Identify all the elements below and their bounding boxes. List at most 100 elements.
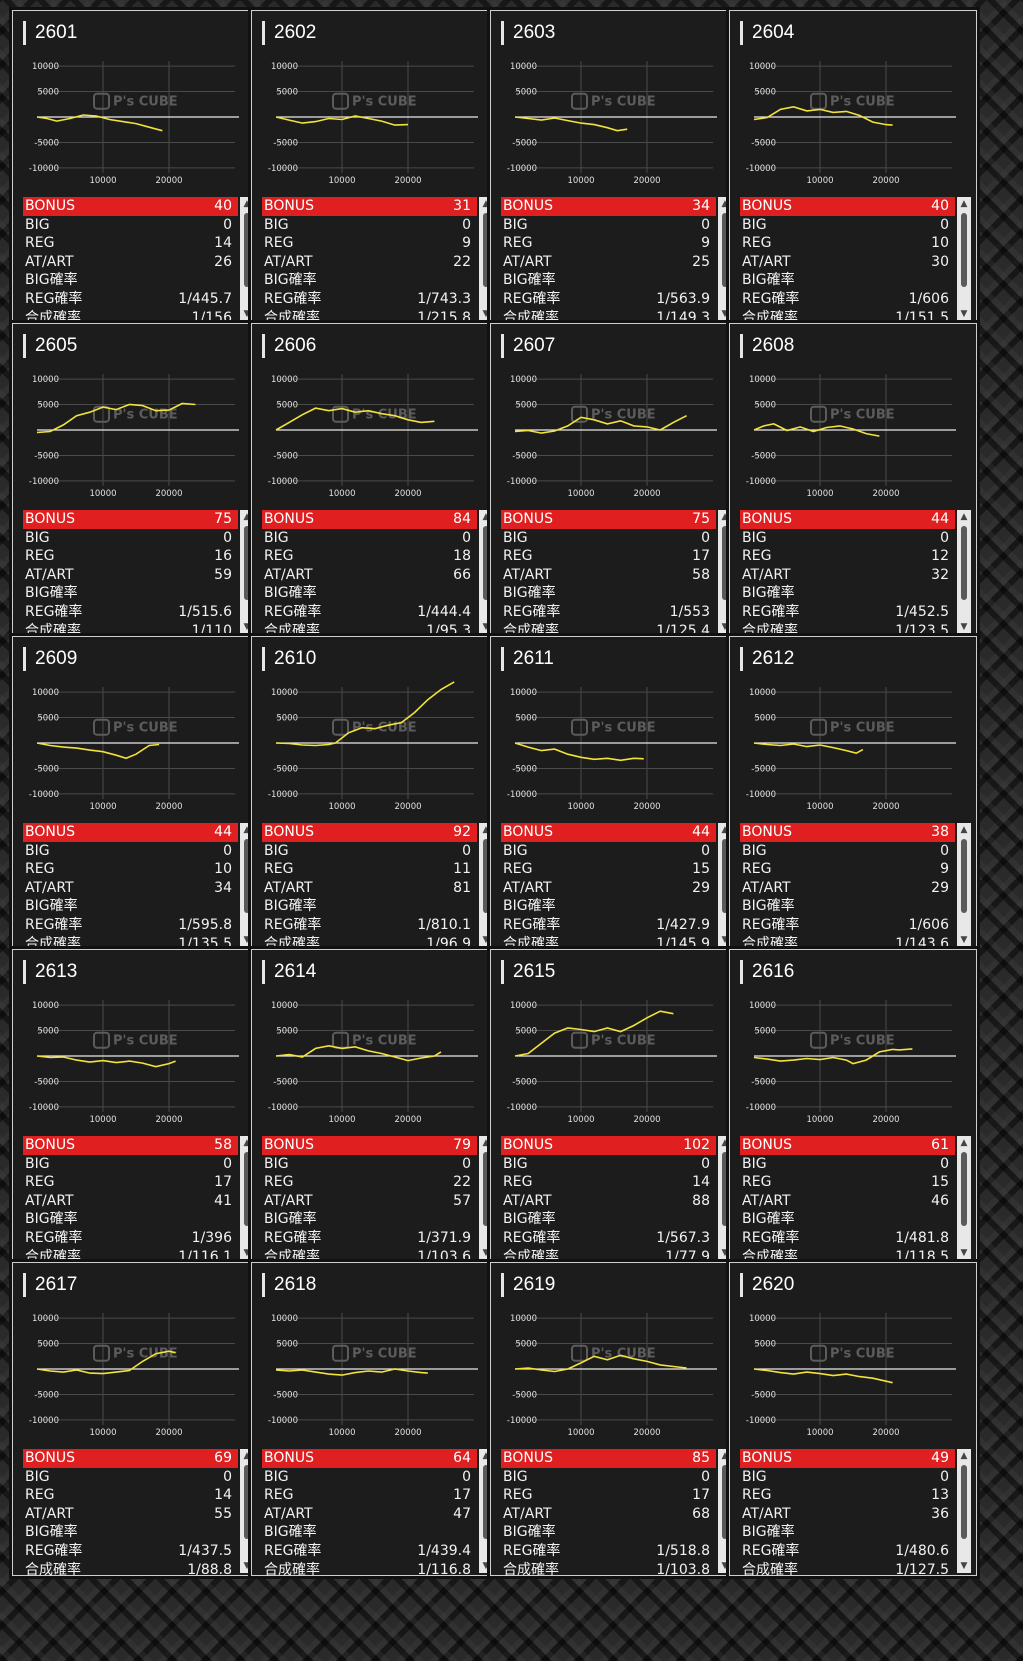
machine-card[interactable]: 2620 P's CUBE 10000 5000 -5000 -10000 10000 200… [726, 1259, 980, 1579]
machine-number[interactable]: 2607 [501, 334, 555, 358]
stats-scrollbar[interactable]: ▲ ▼ [240, 197, 254, 321]
machine-number[interactable]: 2613 [23, 960, 77, 984]
machine-card[interactable]: 2604 P's CUBE 10000 5000 -5000 -10000 10000 200… [726, 7, 980, 327]
scroll-down-icon[interactable]: ▼ [960, 1561, 968, 1571]
scroll-up-icon[interactable]: ▲ [960, 1451, 968, 1461]
scroll-up-icon[interactable]: ▲ [721, 199, 729, 209]
machine-card[interactable]: 2607 P's CUBE 10000 5000 -5000 -10000 10000 200… [487, 320, 741, 640]
stats-scrollbar[interactable]: ▲ ▼ [718, 197, 732, 321]
scroll-thumb[interactable] [244, 839, 250, 913]
stats-scrollbar[interactable]: ▲ ▼ [479, 1136, 493, 1260]
machine-number[interactable]: 2603 [501, 21, 555, 45]
machine-number[interactable]: 2608 [740, 334, 794, 358]
stats-scrollbar[interactable]: ▲ ▼ [957, 510, 971, 634]
scroll-down-icon[interactable]: ▼ [243, 309, 251, 319]
machine-number[interactable]: 2612 [740, 647, 794, 671]
scroll-up-icon[interactable]: ▲ [721, 825, 729, 835]
scroll-down-icon[interactable]: ▼ [721, 1561, 729, 1571]
scroll-down-icon[interactable]: ▼ [960, 622, 968, 632]
scroll-up-icon[interactable]: ▲ [960, 1138, 968, 1148]
machine-card[interactable]: 2610 P's CUBE 10000 5000 -5000 -10000 10000 200… [248, 633, 502, 953]
scroll-up-icon[interactable]: ▲ [721, 512, 729, 522]
machine-number[interactable]: 2602 [262, 21, 316, 45]
scroll-up-icon[interactable]: ▲ [960, 825, 968, 835]
scroll-up-icon[interactable]: ▲ [243, 1451, 251, 1461]
scroll-thumb[interactable] [722, 213, 728, 287]
scroll-thumb[interactable] [244, 1465, 250, 1539]
scroll-down-icon[interactable]: ▼ [243, 1248, 251, 1258]
machine-number[interactable]: 2614 [262, 960, 316, 984]
machine-number[interactable]: 2606 [262, 334, 316, 358]
scroll-up-icon[interactable]: ▲ [243, 1138, 251, 1148]
stats-scrollbar[interactable]: ▲ ▼ [718, 1449, 732, 1573]
stats-scrollbar[interactable]: ▲ ▼ [718, 823, 732, 947]
scroll-up-icon[interactable]: ▲ [243, 825, 251, 835]
scroll-thumb[interactable] [961, 1465, 967, 1539]
machine-card[interactable]: 2615 P's CUBE 10000 5000 -5000 -10000 10000 200… [487, 946, 741, 1266]
scroll-down-icon[interactable]: ▼ [482, 309, 490, 319]
machine-card[interactable]: 2601 P's CUBE 10000 5000 -5000 -10000 10000 200… [9, 7, 263, 327]
machine-number[interactable]: 2618 [262, 1273, 316, 1297]
scroll-up-icon[interactable]: ▲ [721, 1138, 729, 1148]
machine-card[interactable]: 2611 P's CUBE 10000 5000 -5000 -10000 10000 200… [487, 633, 741, 953]
machine-number[interactable]: 2620 [740, 1273, 794, 1297]
scroll-up-icon[interactable]: ▲ [482, 825, 490, 835]
machine-card[interactable]: 2616 P's CUBE 10000 5000 -5000 -10000 10000 200… [726, 946, 980, 1266]
machine-card[interactable]: 2606 P's CUBE 10000 5000 -5000 -10000 10000 200… [248, 320, 502, 640]
scroll-up-icon[interactable]: ▲ [482, 512, 490, 522]
scroll-down-icon[interactable]: ▼ [243, 935, 251, 945]
machine-number[interactable]: 2605 [23, 334, 77, 358]
scroll-down-icon[interactable]: ▼ [721, 622, 729, 632]
scroll-up-icon[interactable]: ▲ [482, 199, 490, 209]
stats-scrollbar[interactable]: ▲ ▼ [240, 823, 254, 947]
stats-scrollbar[interactable]: ▲ ▼ [718, 1136, 732, 1260]
scroll-thumb[interactable] [961, 213, 967, 287]
scroll-down-icon[interactable]: ▼ [243, 622, 251, 632]
machine-number[interactable]: 2604 [740, 21, 794, 45]
scroll-up-icon[interactable]: ▲ [243, 512, 251, 522]
machine-card[interactable]: 2603 P's CUBE 10000 5000 -5000 -10000 10000 200… [487, 7, 741, 327]
machine-card[interactable]: 2617 P's CUBE 10000 5000 -5000 -10000 10000 200… [9, 1259, 263, 1579]
stats-scrollbar[interactable]: ▲ ▼ [957, 823, 971, 947]
scroll-thumb[interactable] [961, 839, 967, 913]
stats-scrollbar[interactable]: ▲ ▼ [240, 1136, 254, 1260]
scroll-down-icon[interactable]: ▼ [960, 935, 968, 945]
stats-scrollbar[interactable]: ▲ ▼ [957, 1449, 971, 1573]
machine-number[interactable]: 2617 [23, 1273, 77, 1297]
machine-card[interactable]: 2609 P's CUBE 10000 5000 -5000 -10000 10000 200… [9, 633, 263, 953]
scroll-up-icon[interactable]: ▲ [960, 512, 968, 522]
machine-number[interactable]: 2610 [262, 647, 316, 671]
machine-number[interactable]: 2601 [23, 21, 77, 45]
scroll-thumb[interactable] [244, 526, 250, 600]
scroll-down-icon[interactable]: ▼ [721, 309, 729, 319]
machine-card[interactable]: 2619 P's CUBE 10000 5000 -5000 -10000 10000 200… [487, 1259, 741, 1579]
scroll-up-icon[interactable]: ▲ [721, 1451, 729, 1461]
machine-number[interactable]: 2615 [501, 960, 555, 984]
scroll-thumb[interactable] [244, 1152, 250, 1226]
scroll-down-icon[interactable]: ▼ [960, 1248, 968, 1258]
stats-scrollbar[interactable]: ▲ ▼ [479, 510, 493, 634]
scroll-down-icon[interactable]: ▼ [482, 935, 490, 945]
scroll-up-icon[interactable]: ▲ [482, 1451, 490, 1461]
stats-scrollbar[interactable]: ▲ ▼ [479, 197, 493, 321]
stats-scrollbar[interactable]: ▲ ▼ [240, 510, 254, 634]
scroll-thumb[interactable] [244, 213, 250, 287]
scroll-thumb[interactable] [722, 1465, 728, 1539]
machine-card[interactable]: 2612 P's CUBE 10000 5000 -5000 -10000 10000 200… [726, 633, 980, 953]
scroll-thumb[interactable] [483, 526, 489, 600]
machine-number[interactable]: 2616 [740, 960, 794, 984]
scroll-thumb[interactable] [722, 1152, 728, 1226]
machine-card[interactable]: 2613 P's CUBE 10000 5000 -5000 -10000 10000 200… [9, 946, 263, 1266]
scroll-thumb[interactable] [722, 526, 728, 600]
scroll-down-icon[interactable]: ▼ [482, 622, 490, 632]
machine-number[interactable]: 2619 [501, 1273, 555, 1297]
scroll-down-icon[interactable]: ▼ [243, 1561, 251, 1571]
stats-scrollbar[interactable]: ▲ ▼ [957, 197, 971, 321]
machine-number[interactable]: 2611 [501, 647, 554, 671]
scroll-thumb[interactable] [483, 839, 489, 913]
scroll-down-icon[interactable]: ▼ [960, 309, 968, 319]
machine-card[interactable]: 2605 P's CUBE 10000 5000 -5000 -10000 10000 200… [9, 320, 263, 640]
stats-scrollbar[interactable]: ▲ ▼ [718, 510, 732, 634]
scroll-thumb[interactable] [483, 213, 489, 287]
machine-card[interactable]: 2618 P's CUBE 10000 5000 -5000 -10000 10000 200… [248, 1259, 502, 1579]
